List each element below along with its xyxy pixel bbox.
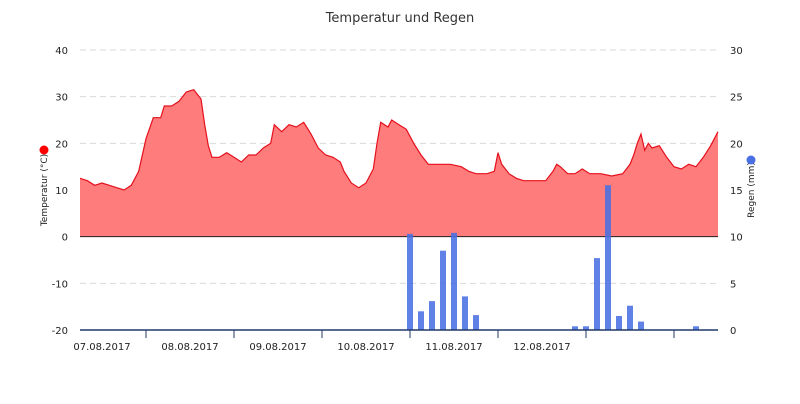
temperature-legend-dot (39, 145, 49, 155)
rain-bar (418, 311, 424, 330)
chart-title: Temperatur und Regen (325, 11, 475, 26)
y-right-tick-label: 10 (730, 233, 743, 244)
y-axis-right-title: Regen (mm) (747, 162, 757, 218)
y-right-tick-label: 5 (730, 279, 736, 290)
x-tick-label: 07.08.2017 (73, 342, 130, 353)
rain-bar (451, 232, 457, 330)
rain-bar (594, 258, 600, 330)
rain-bar (429, 301, 435, 330)
x-tick-label: 10.08.2017 (337, 342, 394, 353)
rain-bar (627, 305, 633, 330)
rain-bar (440, 250, 446, 330)
temperature-series (79, 89, 719, 238)
y-left-tick-label: 10 (55, 186, 68, 197)
x-tick-label: 09.08.2017 (249, 342, 306, 353)
rain-bar (616, 316, 622, 330)
y-right-tick-label: 25 (730, 93, 743, 104)
x-tick-label: 08.08.2017 (161, 342, 218, 353)
rain-bar (638, 321, 644, 330)
y-right-tick-label: 15 (730, 186, 743, 197)
rain-bar (572, 326, 578, 330)
rain-bar (583, 326, 589, 330)
y-left-tick-label: 0 (62, 233, 68, 244)
y-left-tick-label: 40 (55, 46, 68, 57)
y-left-tick-label: 30 (55, 93, 68, 104)
rain-bar (693, 326, 699, 330)
y-right-tick-label: 20 (730, 139, 743, 150)
y-left-tick-label: 20 (55, 139, 68, 150)
y-right-tick-label: 30 (730, 46, 743, 57)
temperature-line (79, 89, 719, 191)
temperature-area (80, 89, 718, 237)
x-tick-label: 12.08.2017 (513, 342, 570, 353)
rain-bar (473, 315, 479, 330)
y-right-tick-label: 0 (730, 326, 736, 337)
y-axis-left-title: Temperatur (°C) (40, 154, 50, 227)
rain-bar (407, 233, 413, 330)
y-left-tick-label: -10 (52, 279, 68, 290)
rain-series (407, 185, 699, 330)
rain-bar (462, 296, 468, 330)
y-left-tick-label: -20 (52, 326, 68, 337)
x-tick-label: 11.08.2017 (425, 342, 482, 353)
rain-bar (605, 185, 611, 330)
rain-legend-dot (746, 155, 756, 165)
axes: 07.08.2017 08.08.2017 09.08.2017 10.08.2017… (52, 46, 743, 353)
